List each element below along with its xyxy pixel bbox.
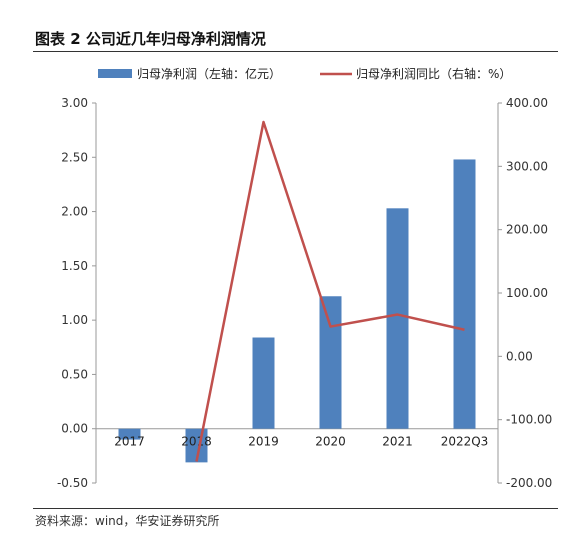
legend-label-line: 归母净利润同比（右轴：%） [356,66,511,81]
right-tick-label: -100.00 [506,413,552,427]
left-tick-label: 1.50 [61,259,88,273]
category-label: 2020 [315,435,346,449]
category-label: 2022Q3 [441,435,489,449]
category-label: 2019 [248,435,279,449]
source-divider [33,508,558,509]
legend-label-bar: 归母净利润（左轴：亿元） [137,66,281,81]
left-tick-label: 1.00 [61,313,88,327]
bar [252,337,275,429]
left-tick-label: 2.00 [61,205,88,219]
chart-title: 图表 2 公司近几年归母净利润情况 [35,30,266,48]
bar [118,428,141,440]
right-tick-label: 200.00 [506,223,548,237]
left-tick-label: 0.00 [61,422,88,436]
title-divider [33,51,558,52]
bar [386,208,409,429]
bar [319,296,342,429]
source-note: 资料来源：wind，华安证券研究所 [35,514,220,528]
left-tick-label: 0.50 [61,367,88,381]
category-label: 2018 [181,435,212,449]
right-tick-label: 0.00 [506,349,533,363]
right-tick-label: -200.00 [506,476,552,490]
category-label: 2017 [114,435,145,449]
right-tick-label: 100.00 [506,286,548,300]
right-tick-label: 300.00 [506,159,548,173]
right-tick-label: 400.00 [506,96,548,110]
left-tick-label: 3.00 [61,96,88,110]
left-tick-label: -0.50 [57,476,88,490]
left-tick-label: 2.50 [61,150,88,164]
bar [453,159,476,429]
category-label: 2021 [382,435,413,449]
legend-swatch-bar [98,69,132,78]
